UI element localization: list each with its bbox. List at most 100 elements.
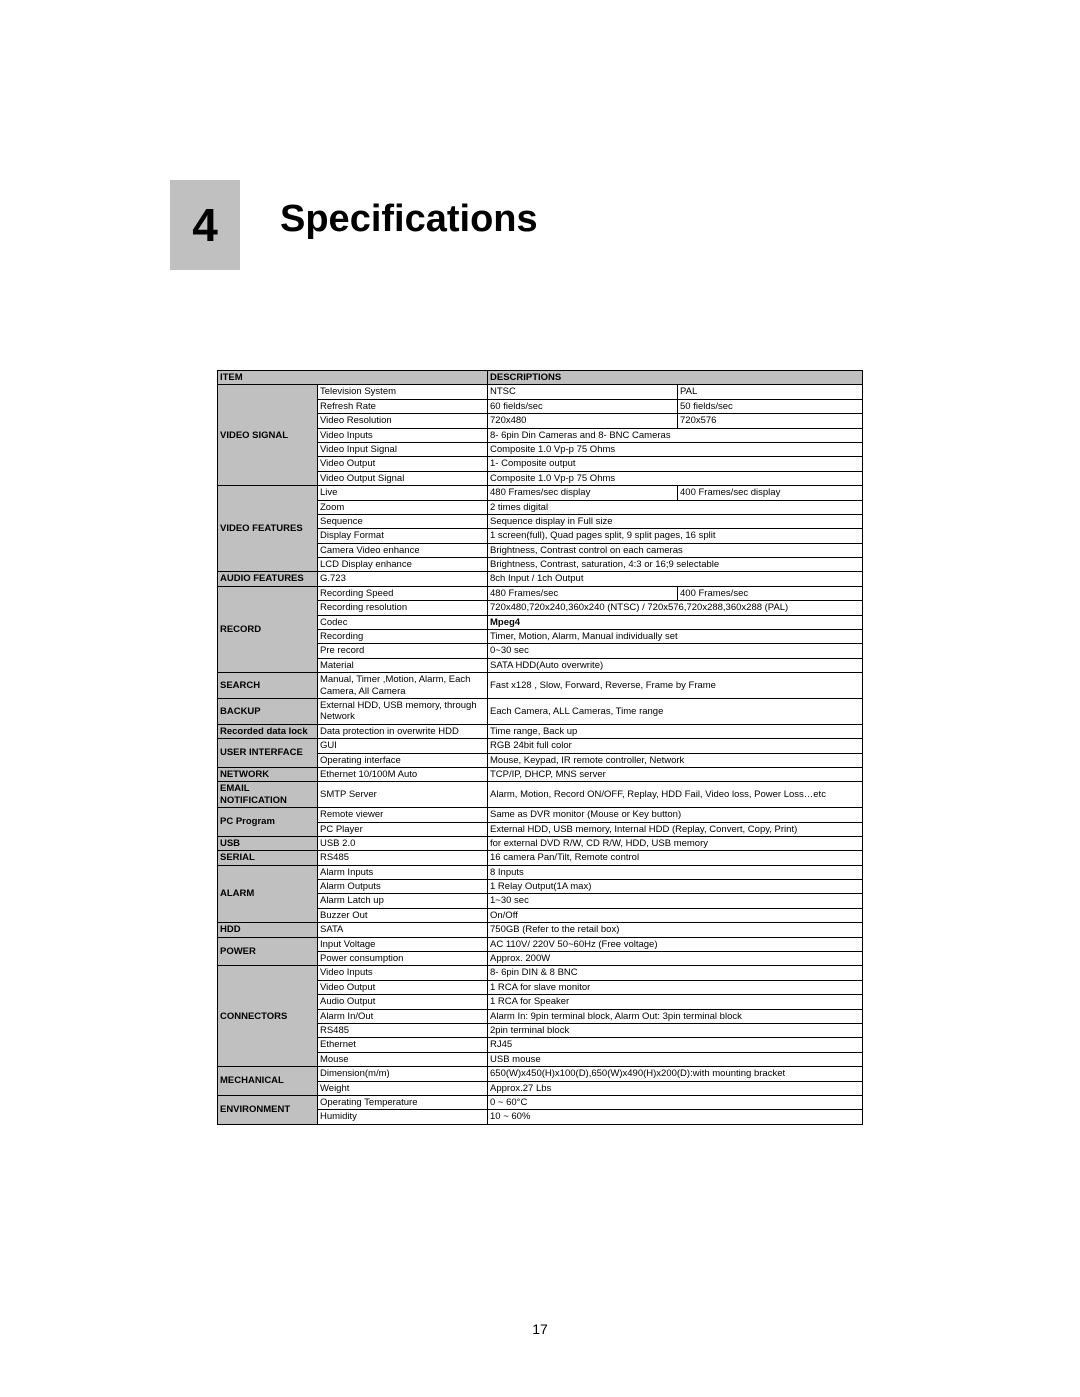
desc-cell: 8 Inputs <box>488 865 863 879</box>
desc-cell-b: PAL <box>678 385 863 399</box>
item-cell: Refresh Rate <box>317 399 487 413</box>
desc-cell: 750GB (Refer to the retail box) <box>488 923 863 937</box>
desc-cell-a: 480 Frames/sec <box>488 586 678 600</box>
desc-cell: RGB 24bit full color <box>488 739 863 753</box>
item-cell: Data protection in overwrite HDD <box>317 724 487 738</box>
desc-cell: 0~30 sec <box>488 644 863 658</box>
group-label: MECHANICAL <box>217 1067 317 1096</box>
table-row: CONNECTORSVideo Inputs8- 6pin DIN & 8 BN… <box>217 966 862 980</box>
group-label: USER INTERFACE <box>217 739 317 768</box>
desc-cell: Brightness, Contrast, saturation, 4:3 or… <box>488 558 863 572</box>
group-label: NETWORK <box>217 767 317 781</box>
item-cell: SATA <box>317 923 487 937</box>
group-label: USB <box>217 836 317 850</box>
group-label: ALARM <box>217 865 317 923</box>
group-label: SERIAL <box>217 851 317 865</box>
desc-cell: Composite 1.0 Vp-p 75 Ohms <box>488 442 863 456</box>
item-cell: Alarm In/Out <box>317 1009 487 1023</box>
group-label: CONNECTORS <box>217 966 317 1067</box>
group-label: RECORD <box>217 586 317 672</box>
item-cell: G.723 <box>317 572 487 586</box>
item-cell: Recording <box>317 630 487 644</box>
item-cell: Recording Speed <box>317 586 487 600</box>
table-row: VIDEO FEATURESLive480 Frames/sec display… <box>217 486 862 500</box>
desc-cell: Mouse, Keypad, IR remote controller, Net… <box>488 753 863 767</box>
item-cell: Video Output Signal <box>317 471 487 485</box>
header-desc: DESCRIPTIONS <box>488 371 863 385</box>
desc-cell: 1- Composite output <box>488 457 863 471</box>
group-label: VIDEO FEATURES <box>217 486 317 572</box>
table-row: NETWORKEthernet 10/100M AutoTCP/IP, DHCP… <box>217 767 862 781</box>
desc-cell: TCP/IP, DHCP, MNS server <box>488 767 863 781</box>
table-row: SERIALRS48516 camera Pan/Tilt, Remote co… <box>217 851 862 865</box>
table-row: ALARMAlarm Inputs8 Inputs <box>217 865 862 879</box>
item-cell: Video Inputs <box>317 428 487 442</box>
item-cell: Alarm Outputs <box>317 880 487 894</box>
specifications-table: ITEMDESCRIPTIONSVIDEO SIGNALTelevision S… <box>217 370 863 1125</box>
item-cell: Dimension(m/m) <box>317 1067 487 1081</box>
item-cell: Video Output <box>317 980 487 994</box>
table-row: MECHANICALDimension(m/m)650(W)x450(H)x10… <box>217 1067 862 1081</box>
desc-cell: 8- 6pin Din Cameras and 8- BNC Cameras <box>488 428 863 442</box>
table-row: EMAIL NOTIFICATIONSMTP ServerAlarm, Moti… <box>217 782 862 808</box>
group-label: AUDIO FEATURES <box>217 572 317 586</box>
desc-cell: 8ch Input / 1ch Output <box>488 572 863 586</box>
desc-cell: Same as DVR monitor (Mouse or Key button… <box>488 808 863 822</box>
item-cell: Power consumption <box>317 952 487 966</box>
item-cell: Ethernet 10/100M Auto <box>317 767 487 781</box>
desc-cell: Composite 1.0 Vp-p 75 Ohms <box>488 471 863 485</box>
table-row: Recorded data lockData protection in ove… <box>217 724 862 738</box>
item-cell: Television System <box>317 385 487 399</box>
desc-cell-b: 400 Frames/sec <box>678 586 863 600</box>
desc-cell: Alarm In: 9pin terminal block, Alarm Out… <box>488 1009 863 1023</box>
table-row: PC ProgramRemote viewerSame as DVR monit… <box>217 808 862 822</box>
item-cell: Alarm Inputs <box>317 865 487 879</box>
item-cell: Manual, Timer ,Motion, Alarm, Each Camer… <box>317 673 487 699</box>
desc-cell: 1~30 sec <box>488 894 863 908</box>
table-row: RECORDRecording Speed480 Frames/sec400 F… <box>217 586 862 600</box>
item-cell: Pre record <box>317 644 487 658</box>
item-cell: Codec <box>317 615 487 629</box>
desc-cell: Approx. 200W <box>488 952 863 966</box>
item-cell: Camera Video enhance <box>317 543 487 557</box>
item-cell: USB 2.0 <box>317 836 487 850</box>
group-label: HDD <box>217 923 317 937</box>
desc-cell-b: 400 Frames/sec display <box>678 486 863 500</box>
header-item: ITEM <box>217 371 487 385</box>
item-cell: GUI <box>317 739 487 753</box>
item-cell: Video Output <box>317 457 487 471</box>
item-cell: Live <box>317 486 487 500</box>
desc-cell: 1 screen(full), Quad pages split, 9 spli… <box>488 529 863 543</box>
item-cell: Display Format <box>317 529 487 543</box>
table-row: HDDSATA750GB (Refer to the retail box) <box>217 923 862 937</box>
item-cell: Zoom <box>317 500 487 514</box>
desc-cell: 16 camera Pan/Tilt, Remote control <box>488 851 863 865</box>
page: 4 Specifications ITEMDESCRIPTIONSVIDEO S… <box>0 0 1080 1397</box>
desc-cell: Time range, Back up <box>488 724 863 738</box>
desc-cell: for external DVD R/W, CD R/W, HDD, USB m… <box>488 836 863 850</box>
group-label: Recorded data lock <box>217 724 317 738</box>
desc-cell: 1 Relay Output(1A max) <box>488 880 863 894</box>
table-row: USBUSB 2.0for external DVD R/W, CD R/W, … <box>217 836 862 850</box>
page-number: 17 <box>0 1321 1080 1337</box>
desc-cell: Fast x128 , Slow, Forward, Reverse, Fram… <box>488 673 863 699</box>
table-row: BACKUPExternal HDD, USB memory, through … <box>217 698 862 724</box>
item-cell: SMTP Server <box>317 782 487 808</box>
desc-cell: On/Off <box>488 908 863 922</box>
item-cell: Audio Output <box>317 995 487 1009</box>
desc-cell: 1 RCA for Speaker <box>488 995 863 1009</box>
desc-cell: Mpeg4 <box>488 615 863 629</box>
desc-cell-b: 720x576 <box>678 414 863 428</box>
table-row: USER INTERFACEGUIRGB 24bit full color <box>217 739 862 753</box>
item-cell: Ethernet <box>317 1038 487 1052</box>
desc-cell: Each Camera, ALL Cameras, Time range <box>488 698 863 724</box>
group-label: EMAIL NOTIFICATION <box>217 782 317 808</box>
desc-cell: Approx.27 Lbs <box>488 1081 863 1095</box>
desc-cell-a: NTSC <box>488 385 678 399</box>
desc-cell: 2 times digital <box>488 500 863 514</box>
desc-cell: 650(W)x450(H)x100(D),650(W)x490(H)x200(D… <box>488 1067 863 1081</box>
desc-cell: Brightness, Contrast control on each cam… <box>488 543 863 557</box>
table-row: VIDEO SIGNALTelevision SystemNTSCPAL <box>217 385 862 399</box>
desc-cell: External HDD, USB memory, Internal HDD (… <box>488 822 863 836</box>
item-cell: LCD Display enhance <box>317 558 487 572</box>
